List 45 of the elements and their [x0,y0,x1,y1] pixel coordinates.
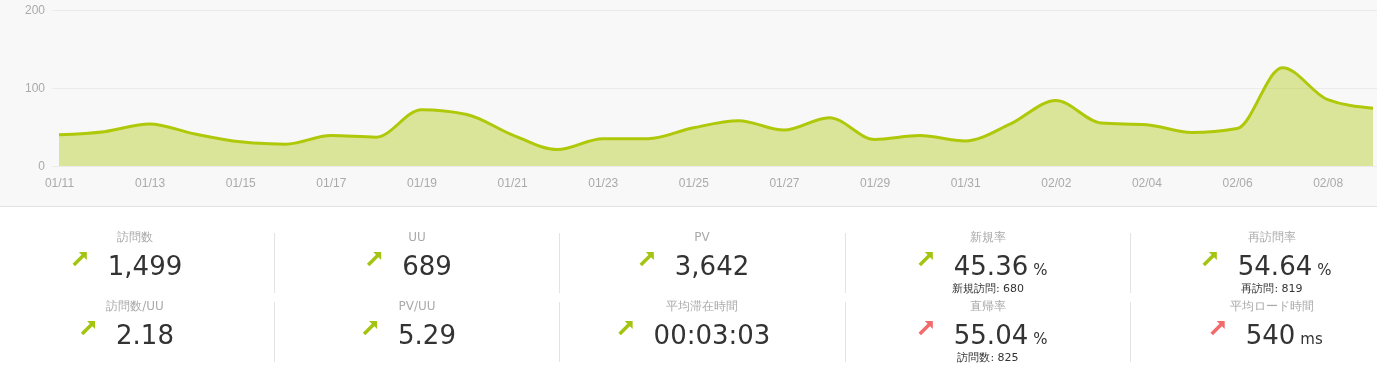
text: 3,642 [674,251,750,281]
x-tick-label: 01/25 [678,175,710,190]
x-tick-label: 01/31 [950,175,982,190]
y-tick-label: 100 [24,81,46,96]
text: 訪問数 [117,230,153,244]
text: 訪問数/UU [106,299,164,313]
text: % [1033,330,1048,348]
x-tick-label: 02/06 [1222,175,1253,190]
x-tick-label: 01/21 [497,175,528,190]
text: 55.04 [953,320,1029,350]
text: 訪問数: 825 [957,351,1019,364]
x-tick-label: 01/13 [135,175,166,190]
x-tick-label: 01/17 [316,175,347,190]
x-tick-label: 01/19 [406,175,438,190]
x-tick-label: 02/02 [1041,175,1072,190]
text: 00:03:03 [653,320,771,350]
text: UU [408,230,426,244]
text: 689 [402,251,452,281]
text: 新規率 [970,230,1006,244]
text: 新規訪問: 680 [951,282,1025,295]
text: ms [1300,330,1323,348]
text: 再訪問: 819 [1241,282,1303,295]
text: 5.29 [398,320,456,350]
x-tick-label: 01/15 [225,175,257,190]
x-tick-label: 01/23 [588,175,619,190]
y-tick-label: 200 [24,3,46,18]
text: 平均ロード時間 [1230,299,1314,313]
x-tick-label: 01/11 [44,175,75,190]
x-tick-label: 01/29 [860,175,891,190]
x-tick-label: 01/27 [769,175,800,190]
text: % [1317,261,1332,279]
y-tick-label: 0 [38,159,46,174]
text: 2.18 [116,320,174,350]
text: 54.64 [1237,251,1313,281]
x-tick-label: 02/04 [1131,175,1163,190]
text: 平均滞在時間 [666,299,738,313]
text: % [1033,261,1048,279]
text: 540 [1245,320,1296,350]
x-tick-label: 02/08 [1313,175,1344,190]
text: 直帰率 [970,299,1006,313]
text: 再訪問率 [1248,230,1296,244]
text: 45.36 [953,251,1029,281]
text: PV [694,230,711,244]
text: PV/UU [398,299,436,313]
text: 1,499 [107,251,183,281]
